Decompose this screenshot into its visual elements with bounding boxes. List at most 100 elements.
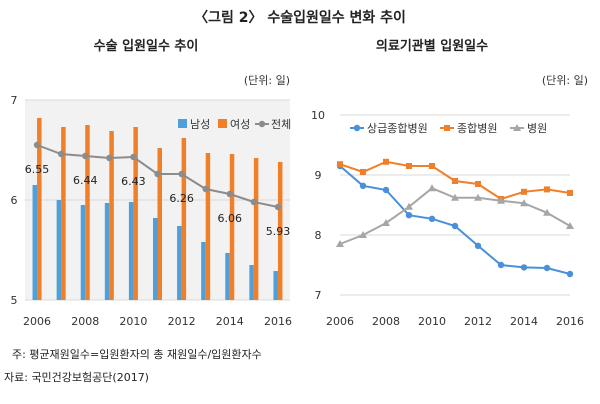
legend-label-general: 종합병원 [457,122,497,135]
bar-male [201,242,206,300]
bar-female [277,162,283,300]
legend-swatch-female [218,119,227,128]
legend-marker-general [444,125,450,131]
legend-marker-total [258,120,266,128]
point-hospital [543,208,551,216]
point-sangup [520,264,528,271]
point-sangup [497,261,505,269]
bar-male [153,218,158,300]
right-x-tick-label: 2016 [556,315,584,328]
source-text: 자료: 국민건강보험공단(2017) [4,371,149,384]
point-hospital [336,240,344,247]
bar-male [177,226,182,300]
legend-marker-hospital [513,124,521,131]
bar-male [56,200,62,300]
point-general [383,158,389,165]
point-general [567,190,573,196]
legend-swatch-male [178,119,187,128]
right-y-tick-label: 8 [315,229,322,242]
bar-female [157,148,162,300]
left-x-tick-label: 2008 [71,315,99,328]
legend-label-hospital: 병원 [527,122,547,135]
right-y-tick-label: 9 [315,169,322,182]
left-y-tick-label: 7 [11,94,18,107]
point-general [429,163,435,169]
point-general [475,181,481,187]
bar-female [205,153,211,300]
point-hospital [474,193,482,201]
point-total [82,152,89,160]
point-hospital [382,219,390,226]
point-sangup [566,270,574,278]
bar-male [249,265,254,300]
bar-female [253,158,259,300]
point-general [521,188,527,195]
point-general [544,186,550,193]
bar-male [32,185,38,300]
note-text: 주: 평균재원일수=입원환자의 총 재원일수/입원환자수 [12,347,262,361]
point-general [337,161,343,168]
left-x-tick-label: 2006 [23,315,51,328]
data-label-total: 6.26 [169,192,194,205]
right-chart-title: 의료기관별 입원일수 [376,38,488,54]
point-sangup [382,186,390,194]
point-hospital [520,199,528,207]
legend-label-total: 전체 [271,118,291,131]
bar-female [181,138,187,300]
point-hospital [405,202,413,210]
right-x-tick-label: 2008 [372,315,400,328]
bar-female [109,131,114,300]
point-hospital [359,231,367,238]
point-total [274,203,282,211]
point-general [452,178,458,184]
right-plot-area [340,115,570,295]
bar-female [61,127,66,300]
data-label-total: 6.44 [73,174,98,187]
point-total [202,185,209,193]
point-hospital [451,193,459,201]
right-y-tick-label: 7 [315,289,322,302]
bar-female [229,154,235,300]
left-y-tick-label: 6 [11,194,18,207]
point-general [360,169,366,175]
left-x-tick-label: 2012 [168,315,196,328]
figure-title: 〈그림 2〉 수술입원일수 변화 추이 [194,9,406,26]
bar-male [104,203,110,300]
point-sangup [474,242,482,249]
point-sangup [428,215,436,222]
right-x-tick-label: 2006 [326,315,354,328]
data-label-total: 5.93 [266,225,291,238]
bar-female [133,127,138,300]
point-total [106,154,113,162]
point-sangup [451,222,459,230]
point-sangup [405,212,413,219]
data-label-total: 6.06 [218,212,243,225]
legend-label-sangup: 상급종합병원 [367,122,428,135]
data-label-total: 6.55 [25,163,50,176]
legend-label-male: 남성 [190,118,210,131]
left-x-tick-label: 2010 [119,315,147,328]
point-sangup [359,182,367,189]
point-hospital [428,184,436,192]
right-x-tick-label: 2012 [464,315,492,328]
bar-male [273,271,278,300]
bar-male [80,205,86,300]
bar-female [37,118,42,300]
bar-male [128,202,134,300]
point-total [226,190,233,198]
left-x-tick-label: 2016 [264,315,292,328]
left-y-tick-label: 5 [11,294,18,307]
bar-male [225,253,230,300]
left-chart-title: 수술 입원일수 추이 [94,38,199,54]
left-unit-label: (단위: 일) [244,73,290,87]
point-total [33,141,41,149]
point-total [154,170,161,178]
point-total [130,153,137,161]
point-general [406,163,412,169]
right-x-tick-label: 2014 [510,315,538,328]
bar-female [85,125,90,300]
point-total [250,198,258,206]
right-y-tick-label: 10 [311,109,325,122]
data-label-total: 6.43 [121,175,146,188]
